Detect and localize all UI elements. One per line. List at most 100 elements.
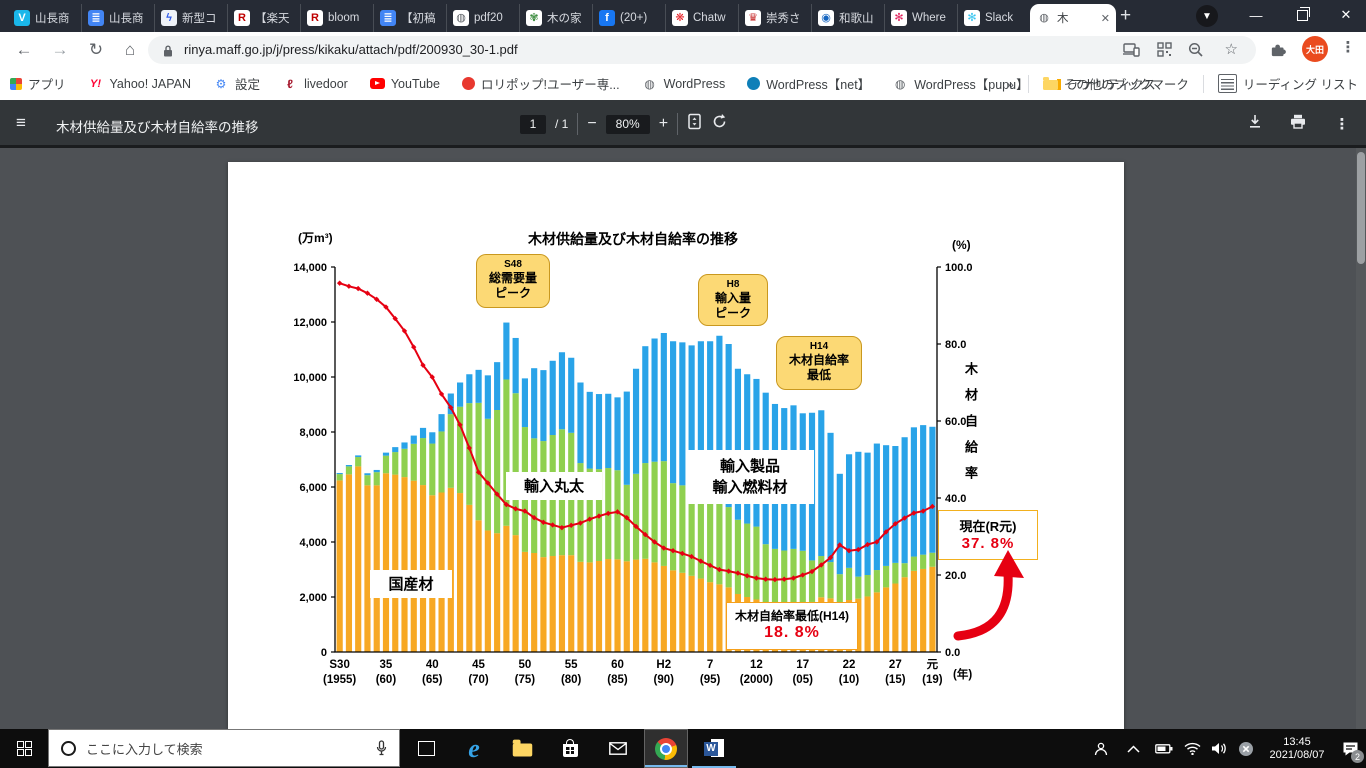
bookmark-item[interactable]: ℓ livedoor (282, 76, 348, 92)
site-icon: ♛ (745, 10, 761, 26)
window-restore-button[interactable] (1280, 0, 1324, 30)
chart-title: 木材供給量及び木材自給率の推移 (528, 231, 738, 247)
task-view-icon[interactable] (404, 729, 448, 768)
pdf-actions: ⋮ (1248, 100, 1350, 148)
bookmark-star-icon[interactable]: ☆ (1224, 41, 1238, 58)
bookmark-item[interactable]: ロリポップ!ユーザー専... (461, 74, 620, 93)
svg-text:(75): (75) (515, 674, 536, 686)
new-tab-button[interactable]: + (1120, 5, 1132, 26)
bookmark-item[interactable]: YouTube (369, 77, 440, 91)
edge-icon[interactable]: e (468, 733, 480, 763)
tab[interactable]: ◉ 和歌山 (811, 4, 884, 32)
zoom-in-icon[interactable]: + (658, 115, 669, 132)
extensions-puzzle-icon[interactable] (1270, 42, 1286, 63)
pdf-menu-icon[interactable]: ≡ (16, 113, 26, 132)
people-icon[interactable] (1093, 729, 1109, 768)
tab[interactable]: ◍ 木 ✕ (1030, 4, 1116, 32)
bookmarks-overflow-icon[interactable]: » (1006, 75, 1014, 92)
bookmark-item[interactable]: ⚙ 設定 (213, 74, 260, 93)
chrome-icon[interactable] (644, 729, 688, 768)
tab[interactable]: ≣ 【初稿 (373, 4, 446, 32)
livedoor-icon: ℓ (287, 76, 293, 91)
microphone-icon (376, 740, 387, 756)
action-center-icon[interactable]: 2 (1334, 729, 1366, 768)
bookmark-item[interactable]: ◍ WordPress (642, 76, 725, 92)
label-imported-products: 輸入製品 輸入燃料材 (686, 450, 814, 504)
svg-text:(19): (19) (922, 674, 943, 686)
svg-text:2,000: 2,000 (299, 592, 327, 604)
tab[interactable]: R 【楽天 (227, 4, 300, 32)
page-total-label: / 1 (555, 117, 569, 131)
bookmark-item[interactable]: Y! Yahoo! JAPAN (88, 76, 191, 92)
forward-icon[interactable]: → (51, 40, 69, 59)
rotate-icon[interactable] (711, 113, 728, 135)
divider (677, 113, 679, 135)
bookmark-label: livedoor (304, 76, 348, 91)
tab[interactable]: ✾ 木の家 (519, 4, 592, 32)
send-to-devices-icon[interactable] (1123, 42, 1140, 62)
window-close-button[interactable]: ✕ (1340, 7, 1352, 22)
bookmark-item[interactable]: ◍ WordPress【pupu】 (892, 74, 1029, 93)
start-button[interactable] (0, 729, 48, 768)
tab[interactable]: f (20+) (592, 4, 665, 32)
map-pin-icon: ◉ (818, 10, 834, 26)
profile-avatar[interactable]: 大田 (1302, 36, 1328, 62)
tab-close-icon[interactable]: ✕ (1100, 12, 1110, 25)
wifi-icon[interactable] (1184, 729, 1201, 768)
tab-label: 山長商 (35, 13, 70, 25)
tab[interactable]: ♛ 崇秀さ (738, 4, 811, 32)
mail-icon[interactable] (596, 729, 640, 768)
zoom-out-icon[interactable]: − (587, 115, 597, 132)
download-icon[interactable] (1248, 114, 1262, 134)
back-icon[interactable]: ← (15, 40, 33, 59)
tab[interactable]: V 山長商 (8, 4, 81, 32)
speaker-icon[interactable] (1211, 729, 1227, 768)
tab[interactable]: ϟ 新型コ (154, 4, 227, 32)
pdf-scrollbar[interactable] (1356, 148, 1366, 729)
tab[interactable]: ✻ Where (884, 4, 957, 32)
taskbar-search-box[interactable]: ここに入力して検索 (48, 729, 400, 767)
tab[interactable]: ✻ Slack (957, 4, 1030, 32)
word-icon[interactable]: W (692, 729, 736, 768)
pdf-more-icon[interactable]: ⋮ (1334, 116, 1350, 133)
svg-text:55: 55 (565, 659, 578, 671)
time-label: 13:45 (1283, 735, 1311, 748)
qr-code-icon[interactable] (1157, 42, 1172, 62)
bookmark-list: アプリ Y! Yahoo! JAPAN ⚙ 設定 ℓ livedoor YouTube ロリポッ… (10, 67, 1156, 100)
reload-icon[interactable]: ↻ (88, 40, 104, 59)
bookmark-item[interactable]: WordPress【net】 (747, 74, 870, 93)
pdf-viewport: 木材供給量及び木材自給率の推移 (万m³) (%) 木材自給率 0 2,000 4,… (0, 148, 1366, 729)
explorer-icon[interactable] (500, 729, 544, 768)
browser-profile-icon[interactable]: ▼ (1196, 5, 1218, 27)
svg-text:(15): (15) (885, 674, 906, 686)
tab[interactable]: ❋ Chatw (665, 4, 738, 32)
browser-menu-icon[interactable]: ⋮ (1340, 39, 1356, 56)
globe-icon: ◍ (453, 10, 469, 26)
bookmarks-bar: アプリ Y! Yahoo! JAPAN ⚙ 設定 ℓ livedoor YouTube ロリポッ… (0, 67, 1366, 101)
tab[interactable]: ≣ 山長商 (81, 4, 154, 32)
window-minimize-button[interactable]: — (1249, 7, 1263, 23)
svg-text:(95): (95) (700, 674, 721, 686)
home-icon[interactable]: ⌂ (124, 40, 136, 59)
fit-page-icon[interactable] (687, 113, 702, 135)
vimeo-icon: V (14, 10, 30, 26)
store-icon[interactable] (548, 729, 592, 768)
print-icon[interactable] (1290, 114, 1306, 134)
taskbar-clock[interactable]: 13:45 2021/08/07 (1262, 729, 1332, 768)
battery-icon[interactable] (1155, 729, 1173, 768)
zoom-out-page-icon[interactable] (1188, 42, 1204, 63)
pdf-scrollbar-thumb[interactable] (1357, 152, 1365, 264)
other-bookmarks-button[interactable]: その他のブックマーク (1042, 74, 1189, 93)
bookmark-item[interactable]: アプリ (10, 74, 66, 93)
tab[interactable]: ◍ pdf20 (446, 4, 519, 32)
status-x-icon[interactable] (1238, 729, 1254, 768)
document-icon: ≣ (88, 10, 104, 26)
tab-label: 木の家 (547, 13, 582, 25)
address-bar[interactable]: rinya.maff.go.jp/j/press/kikaku/attach/p… (148, 36, 1256, 64)
page-number-input[interactable]: 1 (520, 114, 546, 134)
bookmark-label: アナリティクス (1069, 78, 1156, 92)
reading-list-button[interactable]: リーディング リスト (1217, 74, 1358, 93)
tray-chevron-up-icon[interactable] (1127, 729, 1140, 768)
